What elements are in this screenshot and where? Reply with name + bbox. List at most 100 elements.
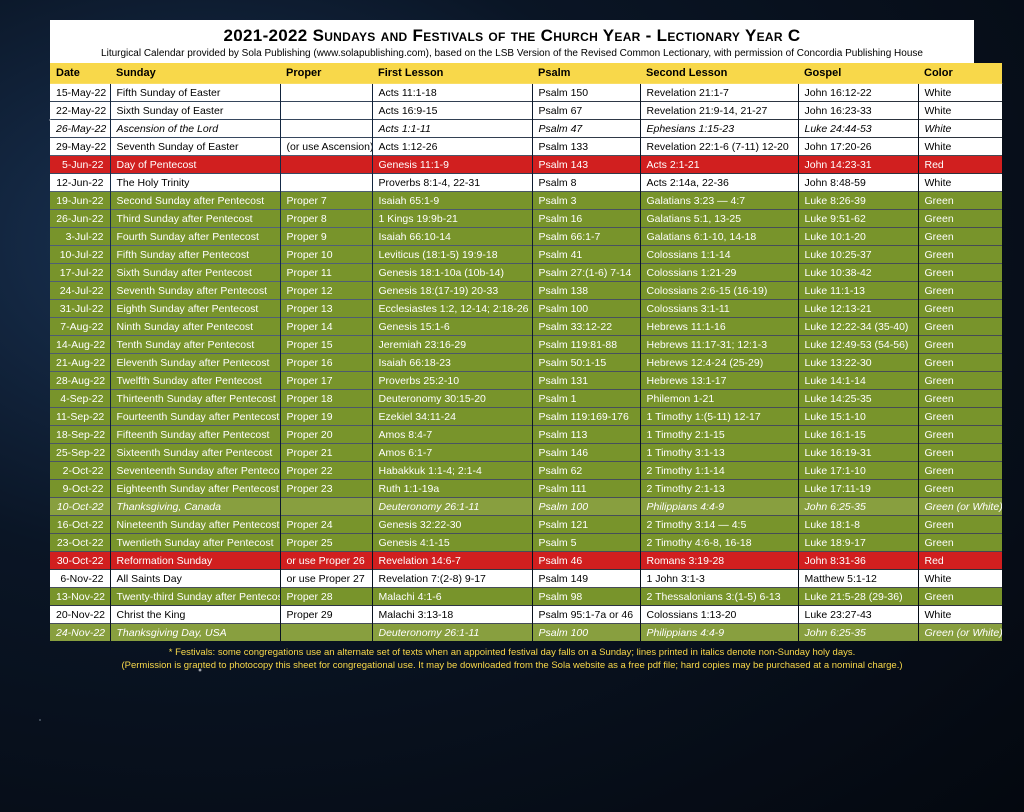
calendar-sheet: 2021-2022 Sundays and Festivals of the C…	[50, 20, 974, 673]
cell: 2 Timothy 3:14 — 4:5	[640, 516, 798, 534]
cell: Seventh Sunday after Pentecost	[110, 282, 280, 300]
cell: Psalm 27:(1-6) 7-14	[532, 264, 640, 282]
cell: Psalm 33:12-22	[532, 318, 640, 336]
cell: Green	[918, 228, 1002, 246]
cell: Thirteenth Sunday after Pentecost	[110, 390, 280, 408]
cell: Leviticus (18:1-5) 19:9-18	[372, 246, 532, 264]
cell: 25-Sep-22	[50, 444, 110, 462]
cell	[280, 120, 372, 138]
cell	[280, 498, 372, 516]
cell: Psalm 50:1-15	[532, 354, 640, 372]
cell: Psalm 62	[532, 462, 640, 480]
cell: Psalm 143	[532, 156, 640, 174]
cell: 24-Jul-22	[50, 282, 110, 300]
cell: Genesis 32:22-30	[372, 516, 532, 534]
cell: John 8:48-59	[798, 174, 918, 192]
cell: 9-Oct-22	[50, 480, 110, 498]
cell: Ecclesiastes 1:2, 12-14; 2:18-26	[372, 300, 532, 318]
cell: Proper 23	[280, 480, 372, 498]
cell: Isaiah 65:1-9	[372, 192, 532, 210]
table-header-row: DateSundayProperFirst LessonPsalmSecond …	[50, 63, 1002, 84]
cell: 6-Nov-22	[50, 570, 110, 588]
cell: Hebrews 12:4-24 (25-29)	[640, 354, 798, 372]
cell: Proper 8	[280, 210, 372, 228]
cell: Green	[918, 264, 1002, 282]
cell: Psalm 149	[532, 570, 640, 588]
table-row: 29-May-22Seventh Sunday of Easter(or use…	[50, 138, 1002, 156]
cell: Green	[918, 588, 1002, 606]
cell: Psalm 67	[532, 102, 640, 120]
table-row: 10-Jul-22Fifth Sunday after PentecostPro…	[50, 246, 1002, 264]
cell: Isaiah 66:18-23	[372, 354, 532, 372]
table-row: 19-Jun-22Second Sunday after PentecostPr…	[50, 192, 1002, 210]
table-row: 13-Nov-22Twenty-third Sunday after Pente…	[50, 588, 1002, 606]
table-row: 2-Oct-22Seventeenth Sunday after Penteco…	[50, 462, 1002, 480]
cell: Fourteenth Sunday after Pentecost	[110, 408, 280, 426]
cell: 29-May-22	[50, 138, 110, 156]
cell: Proper 19	[280, 408, 372, 426]
cell: Proverbs 25:2-10	[372, 372, 532, 390]
cell: Green	[918, 318, 1002, 336]
cell: Psalm 66:1-7	[532, 228, 640, 246]
table-row: 26-May-22Ascension of the LordActs 1:1-1…	[50, 120, 1002, 138]
cell: Galatians 5:1, 13-25	[640, 210, 798, 228]
cell: 22-May-22	[50, 102, 110, 120]
cell: Isaiah 66:10-14	[372, 228, 532, 246]
cell: 16-Oct-22	[50, 516, 110, 534]
cell: White	[918, 138, 1002, 156]
table-row: 20-Nov-22Christ the KingProper 29Malachi…	[50, 606, 1002, 624]
cell: Psalm 113	[532, 426, 640, 444]
cell: 2 Timothy 2:1-13	[640, 480, 798, 498]
cell: Psalm 100	[532, 498, 640, 516]
cell: Genesis 15:1-6	[372, 318, 532, 336]
cell: Psalm 3	[532, 192, 640, 210]
cell: John 6:25-35	[798, 624, 918, 642]
table-row: 26-Jun-22Third Sunday after PentecostPro…	[50, 210, 1002, 228]
table-row: 17-Jul-22Sixth Sunday after PentecostPro…	[50, 264, 1002, 282]
cell: White	[918, 120, 1002, 138]
cell: Genesis 18:(17-19) 20-33	[372, 282, 532, 300]
cell: Colossians 3:1-11	[640, 300, 798, 318]
cell: 12-Jun-22	[50, 174, 110, 192]
cell: Tenth Sunday after Pentecost	[110, 336, 280, 354]
column-header: First Lesson	[372, 63, 532, 84]
table-row: 4-Sep-22Thirteenth Sunday after Pentecos…	[50, 390, 1002, 408]
cell: Sixth Sunday of Easter	[110, 102, 280, 120]
cell: Psalm 5	[532, 534, 640, 552]
cell: Malachi 4:1-6	[372, 588, 532, 606]
cell: Matthew 5:1-12	[798, 570, 918, 588]
cell: Luke 18:9-17	[798, 534, 918, 552]
cell: Romans 3:19-28	[640, 552, 798, 570]
cell: Proper 13	[280, 300, 372, 318]
table-row: 23-Oct-22Twentieth Sunday after Pentecos…	[50, 534, 1002, 552]
cell: Psalm 121	[532, 516, 640, 534]
table-row: 24-Jul-22Seventh Sunday after PentecostP…	[50, 282, 1002, 300]
cell: Green	[918, 372, 1002, 390]
cell	[280, 624, 372, 642]
cell: 24-Nov-22	[50, 624, 110, 642]
cell: Philippians 4:4-9	[640, 498, 798, 516]
cell: White	[918, 102, 1002, 120]
cell: Luke 17:1-10	[798, 462, 918, 480]
cell: Nineteenth Sunday after Pentecost	[110, 516, 280, 534]
cell: Genesis 11:1-9	[372, 156, 532, 174]
cell: Thanksgiving, Canada	[110, 498, 280, 516]
cell: Psalm 119:169-176	[532, 408, 640, 426]
cell: Green	[918, 390, 1002, 408]
cell: Luke 12:22-34 (35-40)	[798, 318, 918, 336]
cell: 4-Sep-22	[50, 390, 110, 408]
lectionary-table: DateSundayProperFirst LessonPsalmSecond …	[50, 63, 1003, 641]
table-row: 14-Aug-22Tenth Sunday after PentecostPro…	[50, 336, 1002, 354]
cell: Psalm 8	[532, 174, 640, 192]
cell: Psalm 98	[532, 588, 640, 606]
cell: (or use Ascension)	[280, 138, 372, 156]
cell: Luke 9:51-62	[798, 210, 918, 228]
cell: Ezekiel 34:11-24	[372, 408, 532, 426]
cell: Green	[918, 480, 1002, 498]
cell: Psalm 111	[532, 480, 640, 498]
cell: 20-Nov-22	[50, 606, 110, 624]
cell: Proper 20	[280, 426, 372, 444]
cell: Luke 13:22-30	[798, 354, 918, 372]
cell: Christ the King	[110, 606, 280, 624]
cell: Acts 1:1-11	[372, 120, 532, 138]
